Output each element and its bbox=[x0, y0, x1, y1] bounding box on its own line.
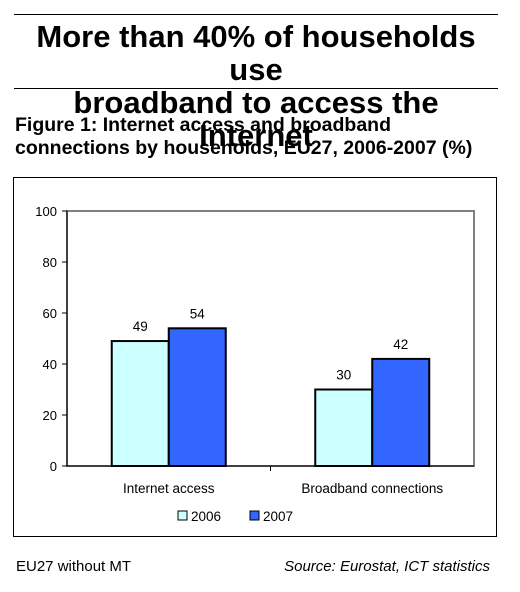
x-tick-label: Broadband connections bbox=[301, 481, 443, 496]
data-label-2006: 30 bbox=[336, 368, 351, 383]
legend-swatch-2007 bbox=[249, 510, 260, 521]
y-tick-label: 60 bbox=[43, 306, 57, 321]
bar-2007 bbox=[167, 327, 227, 467]
headline: More than 40% of households use broadban… bbox=[14, 20, 498, 152]
data-label-2007: 42 bbox=[393, 337, 408, 352]
y-tick-label: 80 bbox=[43, 255, 57, 270]
top-rule bbox=[14, 14, 498, 15]
headline-line-2: broadband to access the Internet bbox=[73, 85, 439, 153]
y-tick-label: 20 bbox=[43, 408, 57, 423]
headline-rule bbox=[14, 88, 498, 89]
y-tick-label: 100 bbox=[35, 204, 57, 219]
source-note: Source: Eurostat, ICT statistics bbox=[284, 558, 490, 575]
bar-2006 bbox=[314, 388, 374, 467]
footnote: EU27 without MT bbox=[16, 558, 132, 575]
headline-line-1: More than 40% of households use bbox=[36, 19, 476, 87]
figure-title-line-2: connections by households, EU27, 2006-20… bbox=[15, 137, 473, 159]
bar-chart: 0 20 40 60 80 100 Internet access 49 54 Broadband… bbox=[35, 204, 475, 524]
y-tick-label: 40 bbox=[43, 357, 57, 372]
y-tick-label: 0 bbox=[50, 459, 57, 474]
chart-frame: 0 20 40 60 80 100 Internet access 49 54 Broadband… bbox=[13, 177, 497, 537]
data-label-2006: 49 bbox=[133, 319, 148, 334]
legend-label-2006: 2006 bbox=[191, 509, 221, 524]
bar-2006 bbox=[110, 340, 170, 467]
legend-swatch-2006 bbox=[177, 510, 188, 521]
figure-title-line-1: Figure 1: Internet access and broadband bbox=[15, 114, 392, 136]
bar-2007 bbox=[371, 357, 431, 467]
data-label-2007: 54 bbox=[190, 306, 206, 321]
figure-title: Figure 1: Internet access and broadband … bbox=[15, 114, 510, 160]
legend-label-2007: 2007 bbox=[263, 509, 293, 524]
x-tick-label: Internet access bbox=[123, 481, 215, 496]
